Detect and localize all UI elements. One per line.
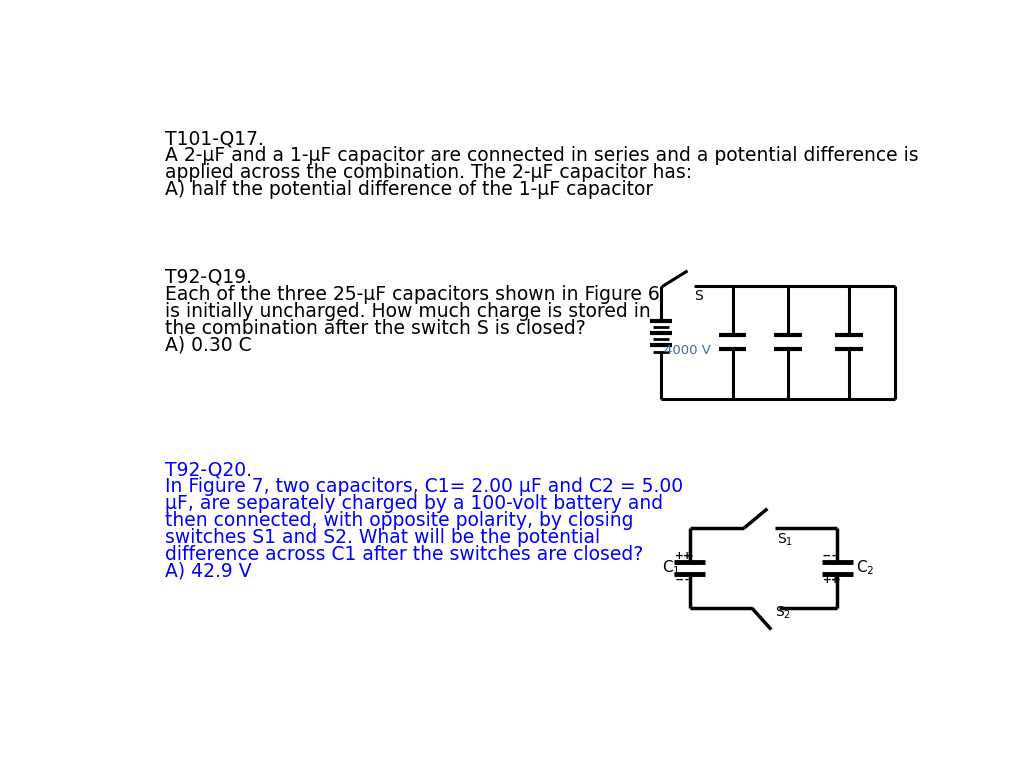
Text: applied across the combination. The 2-μF capacitor has:: applied across the combination. The 2-μF…	[165, 163, 692, 182]
Text: --: --	[675, 575, 684, 585]
Text: difference across C1 after the switches are closed?: difference across C1 after the switches …	[165, 545, 643, 564]
Text: In Figure 7, two capacitors, C1= 2.00 μF and C2 = 5.00: In Figure 7, two capacitors, C1= 2.00 μF…	[165, 477, 683, 496]
Text: -: -	[684, 575, 689, 585]
Text: S: S	[694, 289, 703, 303]
Text: T92-Q20.: T92-Q20.	[165, 460, 252, 479]
Text: C$_1$: C$_1$	[662, 558, 681, 578]
Text: C$_2$: C$_2$	[856, 558, 874, 578]
Text: then connected, with opposite polarity, by closing: then connected, with opposite polarity, …	[165, 511, 634, 530]
Text: ++: ++	[822, 575, 840, 585]
Text: T101-Q17.: T101-Q17.	[165, 129, 264, 148]
Text: -: -	[831, 551, 836, 561]
Text: A 2-μF and a 1-μF capacitor are connected in series and a potential difference i: A 2-μF and a 1-μF capacitor are connecte…	[165, 146, 919, 165]
Text: A) half the potential difference of the 1-μF capacitor: A) half the potential difference of the …	[165, 180, 653, 199]
Text: is initially uncharged. How much charge is stored in: is initially uncharged. How much charge …	[165, 302, 651, 320]
Text: +: +	[831, 575, 841, 585]
Text: A) 0.30 C: A) 0.30 C	[165, 336, 252, 355]
Text: S$_2$: S$_2$	[775, 605, 792, 621]
Text: Each of the three 25-μF capacitors shown in Figure 6: Each of the three 25-μF capacitors shown…	[165, 285, 659, 303]
Text: switches S1 and S2. What will be the potential: switches S1 and S2. What will be the pot…	[165, 528, 600, 547]
Text: the combination after the switch S is closed?: the combination after the switch S is cl…	[165, 319, 586, 338]
Text: +: +	[684, 551, 693, 561]
Text: S$_1$: S$_1$	[776, 531, 793, 548]
Text: ++: ++	[675, 551, 692, 561]
Text: A) 42.9 V: A) 42.9 V	[165, 562, 252, 581]
Text: 4000 V: 4000 V	[665, 344, 712, 357]
Text: T92-Q19.: T92-Q19.	[165, 268, 252, 286]
Text: --: --	[822, 551, 830, 561]
Text: μF, are separately charged by a 100-volt battery and: μF, are separately charged by a 100-volt…	[165, 494, 664, 513]
